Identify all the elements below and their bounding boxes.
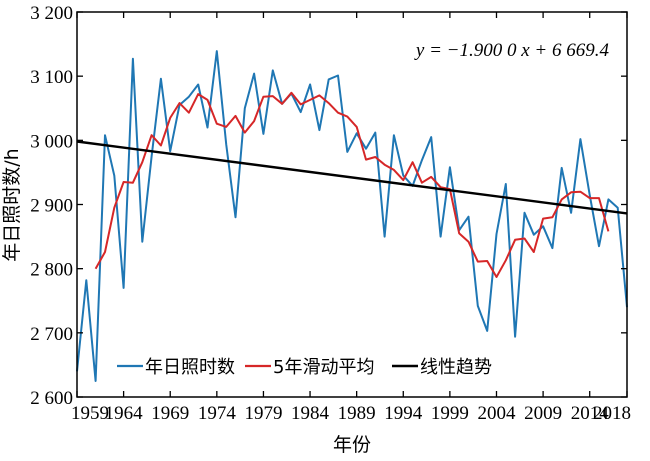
x-tick-label-1974: 1974 [198,403,237,424]
y-tick-label-3200: 3 200 [30,3,73,24]
regression-equation: y = −1.900 0 x + 6 669.4 [414,40,610,61]
legend-label-1: 5年滑动平均 [273,357,374,378]
axis-ticks [76,11,628,398]
x-tick-label-1994: 1994 [384,403,423,424]
y-tick-label-2900: 2 900 [30,196,73,217]
y-tick-label-3100: 3 100 [30,67,73,88]
x-tick-label-1989: 1989 [338,403,376,424]
y-tick-label-2700: 2 700 [30,324,73,345]
y-tick-label-2600: 2 600 [30,388,73,409]
plot-frame [76,11,628,398]
x-tick-label-1959: 1959 [71,403,109,424]
legend-label-0: 年日照时数 [145,357,235,378]
x-tick-label-1984: 1984 [291,403,330,424]
x-tick-label-2018: 2018 [593,403,631,424]
series-line-2 [76,140,628,215]
x-tick-label-1969: 1969 [151,403,189,424]
series-line-0 [76,50,628,382]
x-tick-label-1964: 1964 [105,403,144,424]
x-axis-title: 年份 [333,434,371,456]
series-line-1 [94,91,610,278]
x-tick-label-1979: 1979 [244,403,282,424]
y-axis-title: 年日照时数/h [1,148,23,261]
legend: 年日照时数 5年滑动平均 线性趋势 [117,357,492,378]
x-tick-label-2014: 2014 [571,403,610,424]
x-tick-label-1999: 1999 [431,403,469,424]
legend-label-2: 线性趋势 [420,357,492,378]
x-tick-label-2009: 2009 [524,403,562,424]
y-tick-label-2800: 2 800 [30,260,73,281]
y-tick-label-3000: 3 000 [30,131,73,152]
x-tick-label-2004: 2004 [477,403,516,424]
plot-lines [76,50,628,382]
